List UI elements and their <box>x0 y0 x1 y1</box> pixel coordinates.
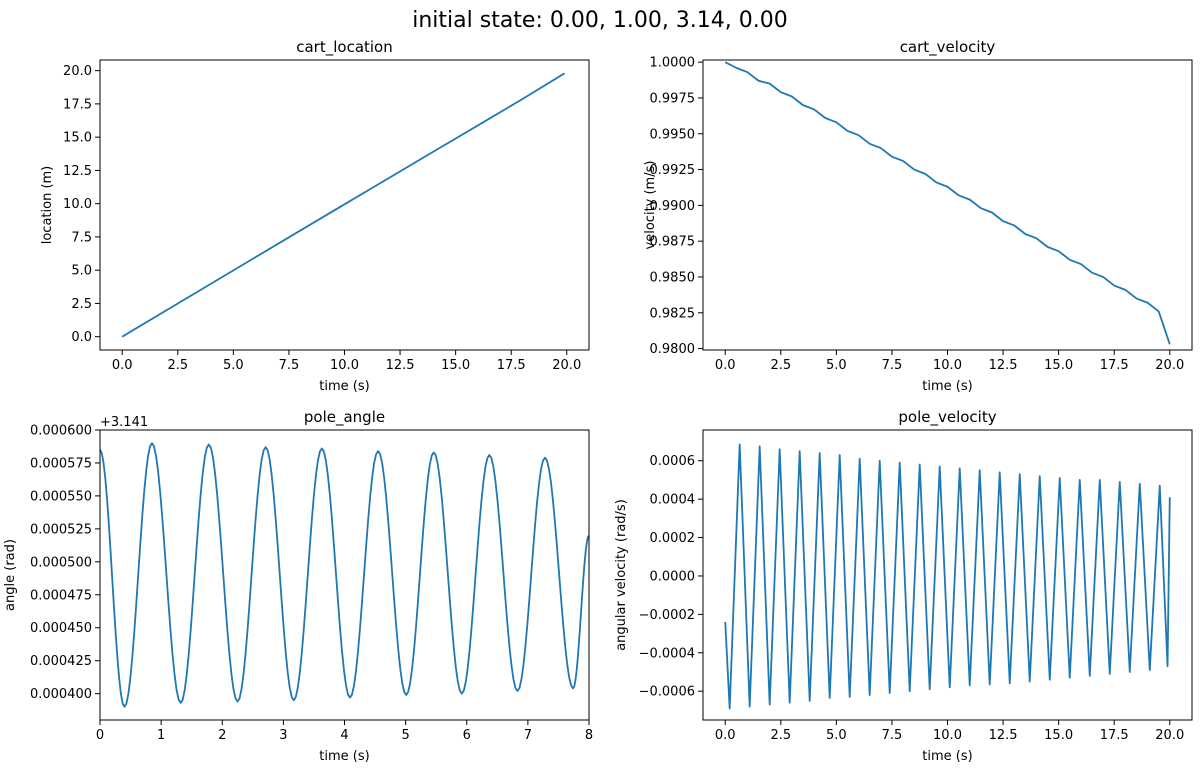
pole-angle-xtick-label: 5 <box>401 728 409 743</box>
cart-location-ylabel: location (m) <box>40 166 55 245</box>
pole-velocity-xtick-label: 5.0 <box>826 728 847 743</box>
cart-location-panel: cart_location 0.0 2.5 5.0 7.5 10.0 12.5 15.0 17.… <box>40 38 590 394</box>
cart-location-ytick-label: 17.5 <box>63 97 92 112</box>
pole-velocity-xlabel: time (s) <box>922 749 972 764</box>
pole-velocity-ytick-label: −0.0006 <box>639 685 695 700</box>
cart-velocity-xtick-label: 17.5 <box>1100 358 1129 373</box>
cart-velocity-ytick-label: 0.9900 <box>650 199 696 214</box>
pole-velocity-xtick-label: 12.5 <box>989 728 1018 743</box>
pole-angle-ytick-label: 0.000450 <box>30 621 92 636</box>
cart-velocity-xtick-label: 10.0 <box>933 358 962 373</box>
pole-velocity-xtick-label: 2.5 <box>770 728 791 743</box>
pole-velocity-xtick-label: 0.0 <box>715 728 736 743</box>
cart-velocity-xtick-label: 12.5 <box>989 358 1018 373</box>
cart-location-ytick-label: 15.0 <box>63 131 92 146</box>
pole-angle-ylabel: angle (rad) <box>3 539 18 611</box>
pole-angle-xtick-label: 8 <box>585 728 593 743</box>
cart-velocity-xtick-label: 7.5 <box>882 358 903 373</box>
pole-angle-xtick-label: 2 <box>218 728 226 743</box>
pole-angle-title: pole_angle <box>304 408 385 427</box>
pole-angle-ytick-label: 0.000575 <box>30 456 92 471</box>
pole-velocity-xtick-label: 10.0 <box>933 728 962 743</box>
cart-location-xtick-label: 0.0 <box>112 358 133 373</box>
pole-angle-ytick-label: 0.000425 <box>30 654 92 669</box>
cart-location-xlabel: time (s) <box>319 379 369 394</box>
cart-location-xtick-label: 2.5 <box>167 358 188 373</box>
pole-angle-ytick-label: 0.000600 <box>30 424 92 439</box>
cart-velocity-axes-frame <box>702 59 1193 351</box>
pole-angle-ytick-label: 0.000400 <box>30 687 92 702</box>
pole-velocity-panel: pole_velocity 0.0 2.5 5.0 7.5 10.0 12.5 15.0 17.… <box>614 408 1193 764</box>
pole-angle-line <box>100 442 589 708</box>
cart-location-ytick-label: 2.5 <box>71 297 92 312</box>
cart-velocity-xtick-label: 20.0 <box>1155 358 1184 373</box>
pole-angle-ytick-label: 0.000550 <box>30 489 92 504</box>
cart-location-xtick-label: 20.0 <box>552 358 581 373</box>
cart-location-axes-frame <box>99 59 590 351</box>
pole-angle-xlabel: time (s) <box>319 749 369 764</box>
cart-velocity-ytick-label: 0.9975 <box>650 91 696 106</box>
pole-velocity-title: pole_velocity <box>898 408 996 427</box>
pole-angle-xtick-label: 1 <box>157 728 165 743</box>
pole-velocity-xtick-label: 7.5 <box>882 728 903 743</box>
cart-location-xtick-label: 17.5 <box>497 358 526 373</box>
cart-velocity-ytick-label: 0.9825 <box>650 306 696 321</box>
cart-velocity-ylabel: velocity (m/s) <box>643 161 658 250</box>
pole-angle-panel: pole_angle 0 1 2 3 4 5 6 7 8 0.000400 0.000425 0.000… <box>3 408 593 764</box>
cart-velocity-ytick-label: 0.9925 <box>650 163 696 178</box>
pole-velocity-xtick-label: 20.0 <box>1155 728 1184 743</box>
pole-angle-xtick-label: 7 <box>524 728 532 743</box>
cart-velocity-ytick-label: 0.9875 <box>650 235 696 250</box>
cart-velocity-ytick-label: 0.9950 <box>650 127 696 142</box>
cart-location-ytick-label: 0.0 <box>71 330 92 345</box>
cart-velocity-xlabel: time (s) <box>922 379 972 394</box>
cart-location-title: cart_location <box>296 38 393 57</box>
pole-angle-offset-label: +3.141 <box>100 415 148 430</box>
cart-location-xtick-label: 7.5 <box>279 358 300 373</box>
cart-location-line <box>121 72 566 338</box>
cart-location-xtick-label: 10.0 <box>330 358 359 373</box>
pole-angle-xtick-label: 0 <box>96 728 104 743</box>
pole-velocity-axes-frame <box>702 429 1193 721</box>
pole-velocity-xtick-label: 15.0 <box>1044 728 1073 743</box>
pole-velocity-xtick-label: 17.5 <box>1100 728 1129 743</box>
pole-velocity-ylabel: angular velocity (rad/s) <box>614 499 629 651</box>
pole-angle-axes-frame <box>99 429 590 721</box>
cart-location-xtick-label: 5.0 <box>223 358 244 373</box>
cart-location-xtick-label: 15.0 <box>441 358 470 373</box>
cart-velocity-xtick-label: 5.0 <box>826 358 847 373</box>
pole-angle-xtick-label: 4 <box>340 728 348 743</box>
pole-angle-ytick-label: 0.000475 <box>30 588 92 603</box>
cart-location-xtick-label: 12.5 <box>386 358 415 373</box>
cart-velocity-ytick-label: 0.9850 <box>650 270 696 285</box>
pole-velocity-ytick-label: 0.0006 <box>650 454 696 469</box>
cart-location-ytick-label: 20.0 <box>63 64 92 79</box>
cart-velocity-title: cart_velocity <box>900 38 996 57</box>
figure-suptitle: initial state: 0.00, 1.00, 3.14, 0.00 <box>412 8 788 33</box>
cart-velocity-line <box>724 61 1171 345</box>
cart-location-ytick-label: 12.5 <box>63 164 92 179</box>
pole-velocity-ytick-label: 0.0000 <box>650 569 696 584</box>
cart-velocity-panel: cart_velocity 0.0 2.5 5.0 7.5 10.0 12.5 15.0 17.… <box>643 38 1193 394</box>
pole-velocity-ytick-label: −0.0004 <box>639 646 695 661</box>
cart-location-ytick-label: 5.0 <box>71 264 92 279</box>
pole-velocity-ytick-label: 0.0004 <box>650 493 696 508</box>
cart-velocity-xtick-label: 2.5 <box>770 358 791 373</box>
pole-angle-xtick-label: 3 <box>279 728 287 743</box>
cart-location-ytick-label: 7.5 <box>71 230 92 245</box>
pole-velocity-line <box>724 443 1171 710</box>
pole-angle-xtick-label: 6 <box>463 728 471 743</box>
pole-angle-ytick-label: 0.000500 <box>30 555 92 570</box>
cart-velocity-xtick-label: 0.0 <box>715 358 736 373</box>
cart-location-ytick-label: 10.0 <box>63 197 92 212</box>
cart-velocity-ytick-label: 0.9800 <box>650 342 696 357</box>
cart-velocity-ytick-label: 1.0000 <box>650 56 696 71</box>
pole-angle-ytick-label: 0.000525 <box>30 522 92 537</box>
pole-velocity-ytick-label: 0.0002 <box>650 531 696 546</box>
pole-velocity-ytick-label: −0.0002 <box>639 608 695 623</box>
cart-velocity-xtick-label: 15.0 <box>1044 358 1073 373</box>
